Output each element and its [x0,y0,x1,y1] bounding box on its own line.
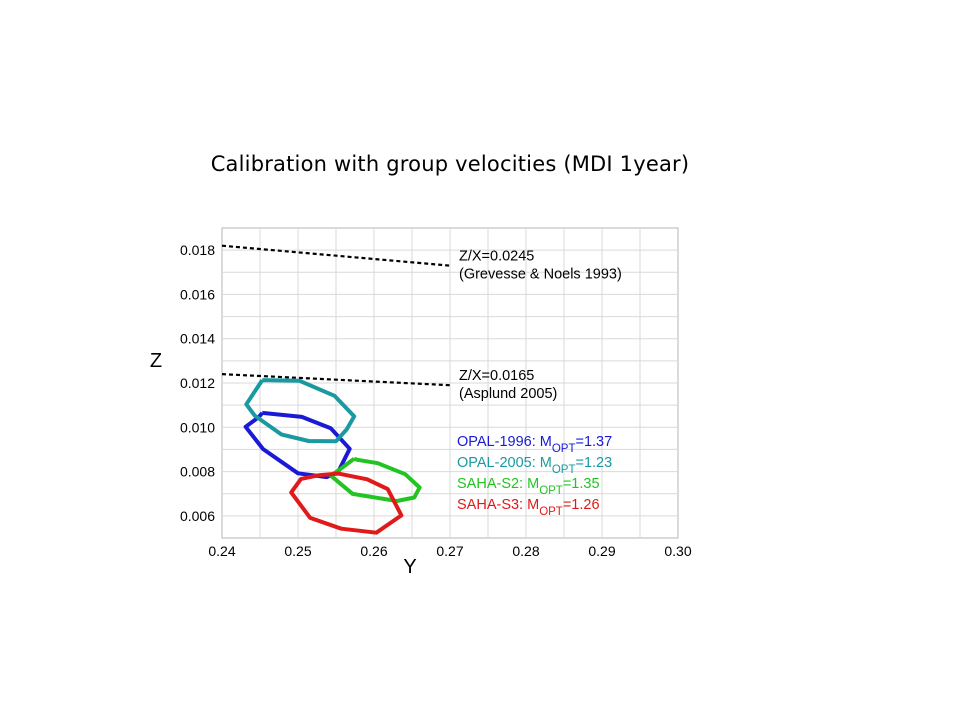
y-tick-label: 0.010 [180,419,215,435]
legend-entry: OPAL-2005: MOPT=1.23 [457,455,612,476]
reference-line [221,373,451,387]
y-tick-label: 0.008 [180,464,215,480]
x-tick-label: 0.27 [436,543,463,559]
x-tick-label: 0.28 [512,543,539,559]
y-tick-label: 0.014 [180,331,215,347]
grid [222,228,678,538]
y-tick-label: 0.016 [180,286,215,302]
y-tick-label: 0.006 [180,508,215,524]
series-contour [289,471,404,535]
reference-line-note: (Asplund 2005) [459,386,557,402]
y-tick-labels: 0.006 0.008 0.010 0.012 0.014 0.016 0.018 [180,242,215,524]
x-tick-label: 0.24 [208,543,235,559]
x-tick-label: 0.30 [664,543,691,559]
x-axis-label: Y [403,556,416,578]
y-tick-label: 0.018 [180,242,215,258]
y-tick-label: 0.012 [180,375,215,391]
legend-entry: SAHA-S3: MOPT=1.26 [457,497,600,518]
y-axis-label: Z [150,350,162,372]
reference-line-label: Z/X=0.0165 [459,368,534,384]
x-tick-labels: 0.24 0.25 0.26 0.27 0.28 0.29 0.30 [208,543,691,559]
series-contour [243,410,352,480]
x-tick-label: 0.29 [588,543,615,559]
legend-entry: OPAL-1996: MOPT=1.37 [457,434,612,455]
x-tick-label: 0.26 [360,543,387,559]
reference-line-note: (Grevesse & Noels 1993) [459,267,622,283]
reference-line-label: Z/X=0.0245 [459,249,534,265]
series-layer [243,378,422,535]
slide-title: Calibration with group velocities (MDI 1… [210,152,690,176]
reference-line [221,244,451,267]
series-contour [244,378,357,444]
reference-lines: Z/X=0.0245 (Grevesse & Noels 1993) Z/X=0.0… [221,244,622,402]
x-tick-label: 0.25 [284,543,311,559]
legend-entry: SAHA-S2: MOPT=1.35 [457,476,600,497]
